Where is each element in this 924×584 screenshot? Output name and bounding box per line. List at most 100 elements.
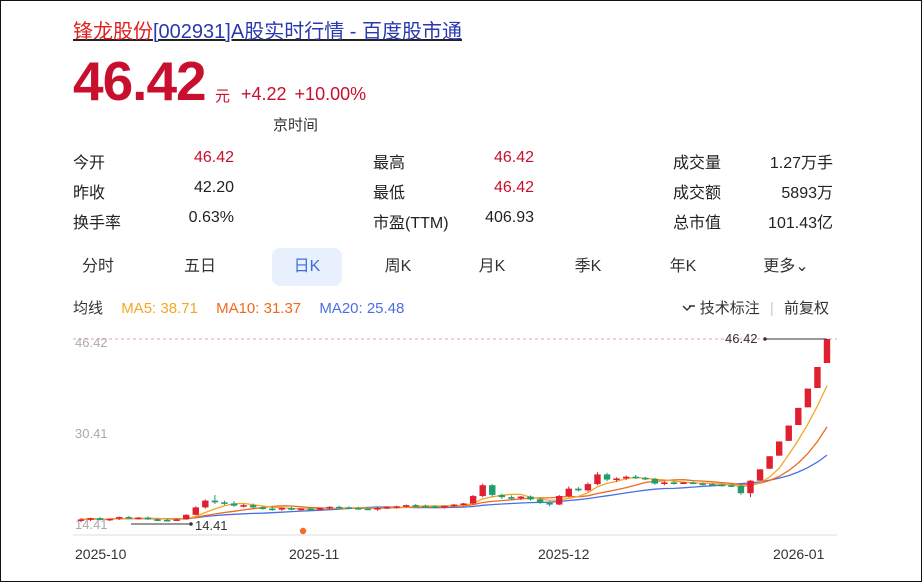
candle-body (221, 502, 228, 504)
stat-label: 最高 (373, 155, 406, 172)
candle-body (469, 496, 477, 504)
candle-body (259, 507, 266, 510)
stat-value: 46.42 (493, 179, 534, 196)
y-tick-label: 46.42 (75, 335, 108, 350)
time-note: 京时间 (273, 117, 319, 134)
tab-5[interactable]: 月K (478, 258, 506, 275)
candle-body (603, 474, 611, 480)
candle-body (814, 366, 821, 389)
candle-body (766, 456, 773, 469)
ma5-value: MA5: 38.71 (121, 300, 198, 317)
candle-body (135, 517, 142, 520)
chart-tools: 技术标注 | 前复权 (682, 297, 829, 318)
change-percent: +10.00% (294, 84, 367, 104)
candle-body (77, 519, 85, 521)
stat-value: 0.63% (188, 209, 234, 226)
x-tick-label: 2026-01 (773, 546, 825, 562)
candle-body (747, 480, 754, 494)
ma20-line (80, 454, 828, 521)
candle-body (192, 507, 199, 515)
tab-1[interactable]: 分时 (81, 258, 114, 275)
stat-label: 昨收 (73, 185, 106, 202)
candle-body (163, 519, 171, 522)
candle-body (364, 508, 372, 511)
change-value: +4.22 (241, 84, 287, 104)
candle-body (450, 504, 458, 507)
tab-6[interactable]: 季K (574, 258, 602, 275)
page-title[interactable]: 锋龙股份[002931]A股实时行情 - 百度股市通 (73, 15, 462, 44)
stat-value: 42.20 (193, 179, 234, 196)
candle-body (297, 508, 305, 511)
candle-body (125, 517, 133, 519)
stat-value: 46.42 (193, 149, 234, 166)
tab-7[interactable]: 年K (669, 258, 697, 275)
candle-body (546, 502, 553, 505)
tech-annotation-label: 技术标注 (699, 300, 760, 317)
candle-body (689, 482, 697, 484)
high-marker-dot (763, 337, 767, 341)
candle-body (670, 482, 678, 484)
low-value-label: 14.41 (195, 518, 228, 533)
kline-tabs: 分时 五日 日K 周K 月K 季K 年K 更多⌄ (63, 248, 853, 286)
tab-8[interactable]: 更多⌄ (763, 258, 809, 275)
ma-label: 均线 (73, 300, 104, 317)
candle-body (87, 518, 94, 520)
y-tick-label: 30.41 (75, 426, 108, 441)
candle-body (393, 506, 400, 508)
low-marker-dot (189, 522, 193, 526)
candle-body (116, 517, 123, 519)
candle-body (613, 478, 620, 481)
candle-body (249, 505, 257, 508)
tab-4[interactable]: 周K (384, 258, 412, 275)
candle-body (479, 485, 486, 497)
tool-divider: | (769, 300, 774, 317)
candle-body (345, 507, 352, 510)
candle-body (412, 505, 419, 507)
candle-body (709, 484, 716, 486)
candle-body (651, 478, 659, 484)
stock-name[interactable]: 锋龙股份 (73, 21, 153, 43)
candle-body (498, 494, 506, 498)
candle-body (422, 505, 429, 508)
high-value-label: 46.42 (725, 331, 758, 346)
ma5-line (80, 385, 828, 521)
x-tick-label: 2025-10 (75, 546, 127, 562)
candle-body (144, 517, 152, 520)
candle-body (823, 339, 831, 363)
candle-body (565, 488, 572, 497)
stat-value: 46.42 (493, 149, 534, 166)
candle-body (699, 483, 706, 486)
stat-label: 成交量 (673, 155, 722, 172)
candle-body (575, 488, 582, 491)
candle-body (326, 506, 333, 509)
candle-body (756, 469, 764, 481)
candle-body (441, 505, 448, 508)
x-tick-label: 2025-12 (538, 546, 590, 562)
tab-2[interactable]: 五日 (183, 258, 216, 275)
candle-body (594, 474, 601, 485)
tab-3[interactable]: 日K (272, 248, 342, 286)
candle-body (460, 503, 467, 506)
candle-body (556, 496, 563, 505)
candle-body (489, 485, 496, 495)
adjust-mode-button[interactable]: 前复权 (783, 300, 829, 317)
candle-body (431, 506, 439, 508)
event-marker (299, 527, 307, 535)
candle-body (680, 482, 687, 484)
candle-body (728, 485, 735, 487)
stat-value: 5893万 (781, 185, 833, 202)
stat-value: 1.27万手 (769, 155, 833, 172)
title-rest[interactable]: [002931]A股实时行情 - 百度股市通 (153, 21, 462, 43)
tech-annotation-toggle[interactable]: 技术标注 (682, 300, 764, 317)
current-price: 46.42 (73, 51, 206, 112)
stat-value: 101.43亿 (768, 215, 833, 232)
candle-body (584, 484, 592, 491)
candle-body (517, 496, 525, 499)
stat-value: 406.93 (485, 209, 534, 226)
candle-body (316, 507, 324, 510)
candle-body (336, 506, 343, 509)
price-overlay (73, 103, 263, 143)
candle-body (383, 506, 391, 509)
candle-body (230, 503, 238, 506)
